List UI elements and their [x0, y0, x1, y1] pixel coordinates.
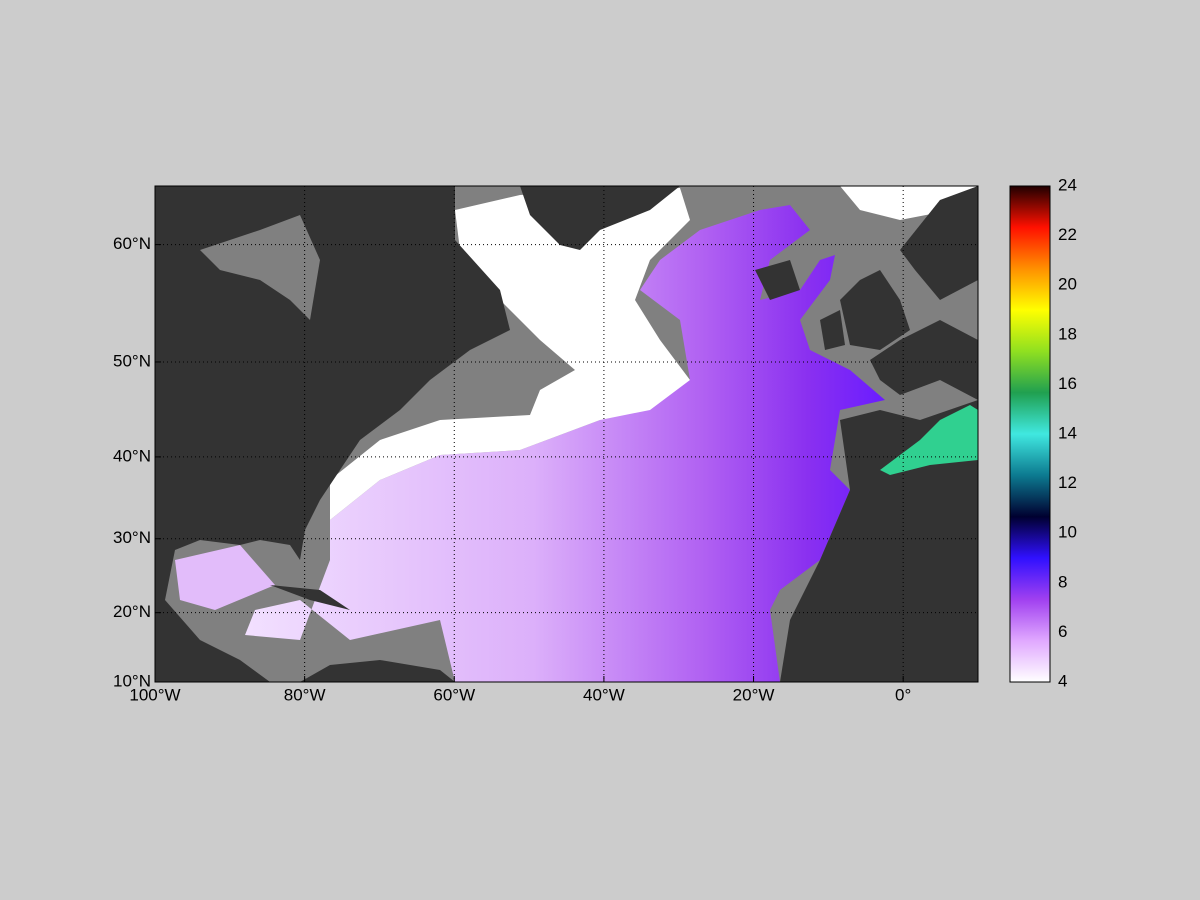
y-tick-label: 10°N [113, 671, 151, 690]
colorbar-tick-label: 20 [1058, 275, 1077, 294]
colorbar-tick-label: 12 [1058, 473, 1077, 492]
ocean-field [245, 205, 885, 682]
land [840, 270, 910, 350]
y-tick-label: 20°N [113, 602, 151, 621]
no-data-region [330, 188, 690, 520]
colorbar-tick-label: 22 [1058, 225, 1077, 244]
colorbar-tick-label: 6 [1058, 622, 1067, 641]
colorbar-tick-label: 14 [1058, 423, 1077, 442]
sea [880, 405, 978, 475]
land [820, 310, 845, 350]
map [155, 186, 978, 682]
y-tick-label: 50°N [113, 351, 151, 370]
x-tick-label: 100°W [129, 685, 180, 704]
land [300, 660, 455, 682]
gulf-field [175, 545, 275, 610]
colorbar-tick-label: 4 [1058, 671, 1067, 690]
colorbar-tick-label: 24 [1058, 175, 1077, 194]
land [270, 585, 350, 610]
bay [200, 215, 320, 320]
ticks: 100°W 80°W 60°W 40°W 20°W 0° 10°N 20°N 30°N 40°N 5… [113, 175, 1077, 704]
land [155, 186, 510, 682]
colorbar [1009, 185, 1051, 683]
y-tick-label: 40°N [113, 446, 151, 465]
colorbar-tick-label: 8 [1058, 572, 1067, 591]
land [755, 260, 800, 300]
x-tick-label: 80°W [284, 685, 326, 704]
x-tick-label: 0° [895, 685, 911, 704]
y-tick-label: 30°N [113, 528, 151, 547]
land [520, 186, 680, 250]
x-tick-label: 60°W [433, 685, 475, 704]
x-tick-label: 40°W [583, 685, 625, 704]
colorbar-tick-label: 10 [1058, 523, 1077, 542]
land [780, 186, 978, 682]
land [900, 186, 978, 300]
y-tick-label: 60°N [113, 234, 151, 253]
colorbar-tick-label: 16 [1058, 374, 1077, 393]
axes-frame [154, 185, 979, 683]
colorbar-tick-label: 18 [1058, 324, 1077, 343]
grid [155, 186, 978, 682]
x-tick-label: 20°W [733, 685, 775, 704]
